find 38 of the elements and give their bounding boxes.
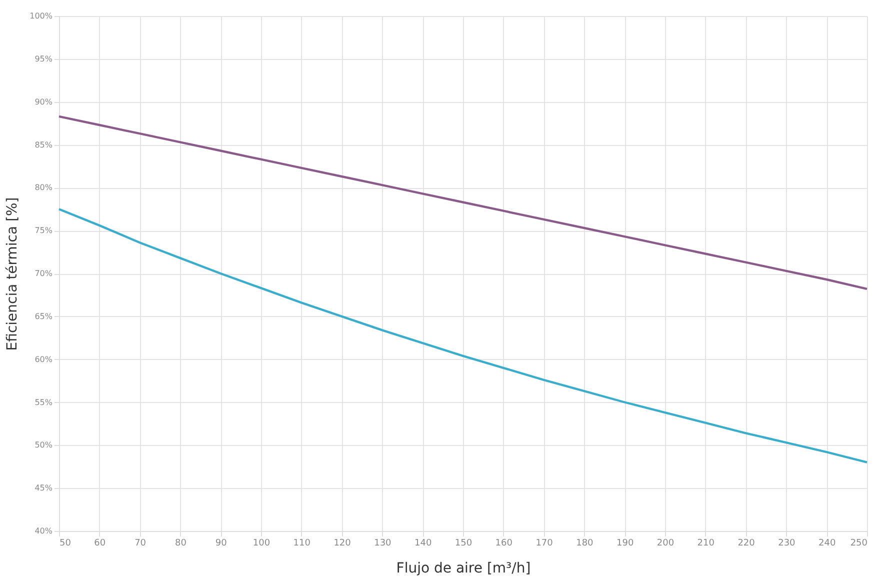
y-tick-label: 90% (34, 97, 53, 106)
x-tick-label: 200 (656, 538, 674, 548)
y-tick-label: 70% (34, 269, 53, 278)
x-tick-label: 50 (60, 538, 72, 548)
y-tick-label: 80% (34, 183, 53, 192)
y-tick-label: 45% (34, 484, 53, 493)
line-series (58, 115, 868, 290)
y-tick-label: 40% (34, 526, 53, 536)
x-tick-label: 230 (778, 538, 796, 548)
x-tick-label: 120 (334, 538, 352, 548)
x-tick-label: 80 (174, 538, 187, 548)
x-tick-label: 240 (818, 538, 836, 548)
x-tick-label: 110 (293, 538, 311, 548)
y-tick-label: 65% (34, 312, 53, 321)
x-tick-label: 250 (850, 538, 868, 548)
y-tick-label: 60% (34, 354, 53, 364)
x-tick-label: 170 (536, 538, 554, 548)
y-tick-label: 75% (34, 226, 53, 236)
y-tick-label: 55% (34, 398, 53, 407)
x-tick-label: 140 (414, 538, 432, 548)
x-tick-label: 210 (697, 538, 715, 548)
x-tick-label: 150 (454, 538, 472, 548)
y-axis-title: Eficiencia térmica [%] (4, 197, 21, 351)
x-tick-label: 130 (374, 538, 392, 548)
y-tick-label: 100% (30, 12, 53, 20)
x-tick-label: 60 (94, 538, 106, 548)
x-tick-label: 90 (215, 538, 228, 548)
y-tick-label: 85% (34, 140, 53, 150)
x-tick-label: 100 (252, 538, 270, 548)
y-tick-label: 50% (34, 440, 53, 450)
x-tick-label: 190 (616, 538, 634, 548)
x-tick-label: 180 (576, 538, 594, 548)
line-series (58, 208, 868, 464)
x-tick-label: 160 (495, 538, 513, 548)
x-tick-label: 70 (134, 538, 146, 548)
y-tick-label: 95% (34, 54, 53, 64)
x-tick-label: 220 (738, 538, 756, 548)
x-axis-title: Flujo de aire [m³/h] (396, 560, 531, 576)
